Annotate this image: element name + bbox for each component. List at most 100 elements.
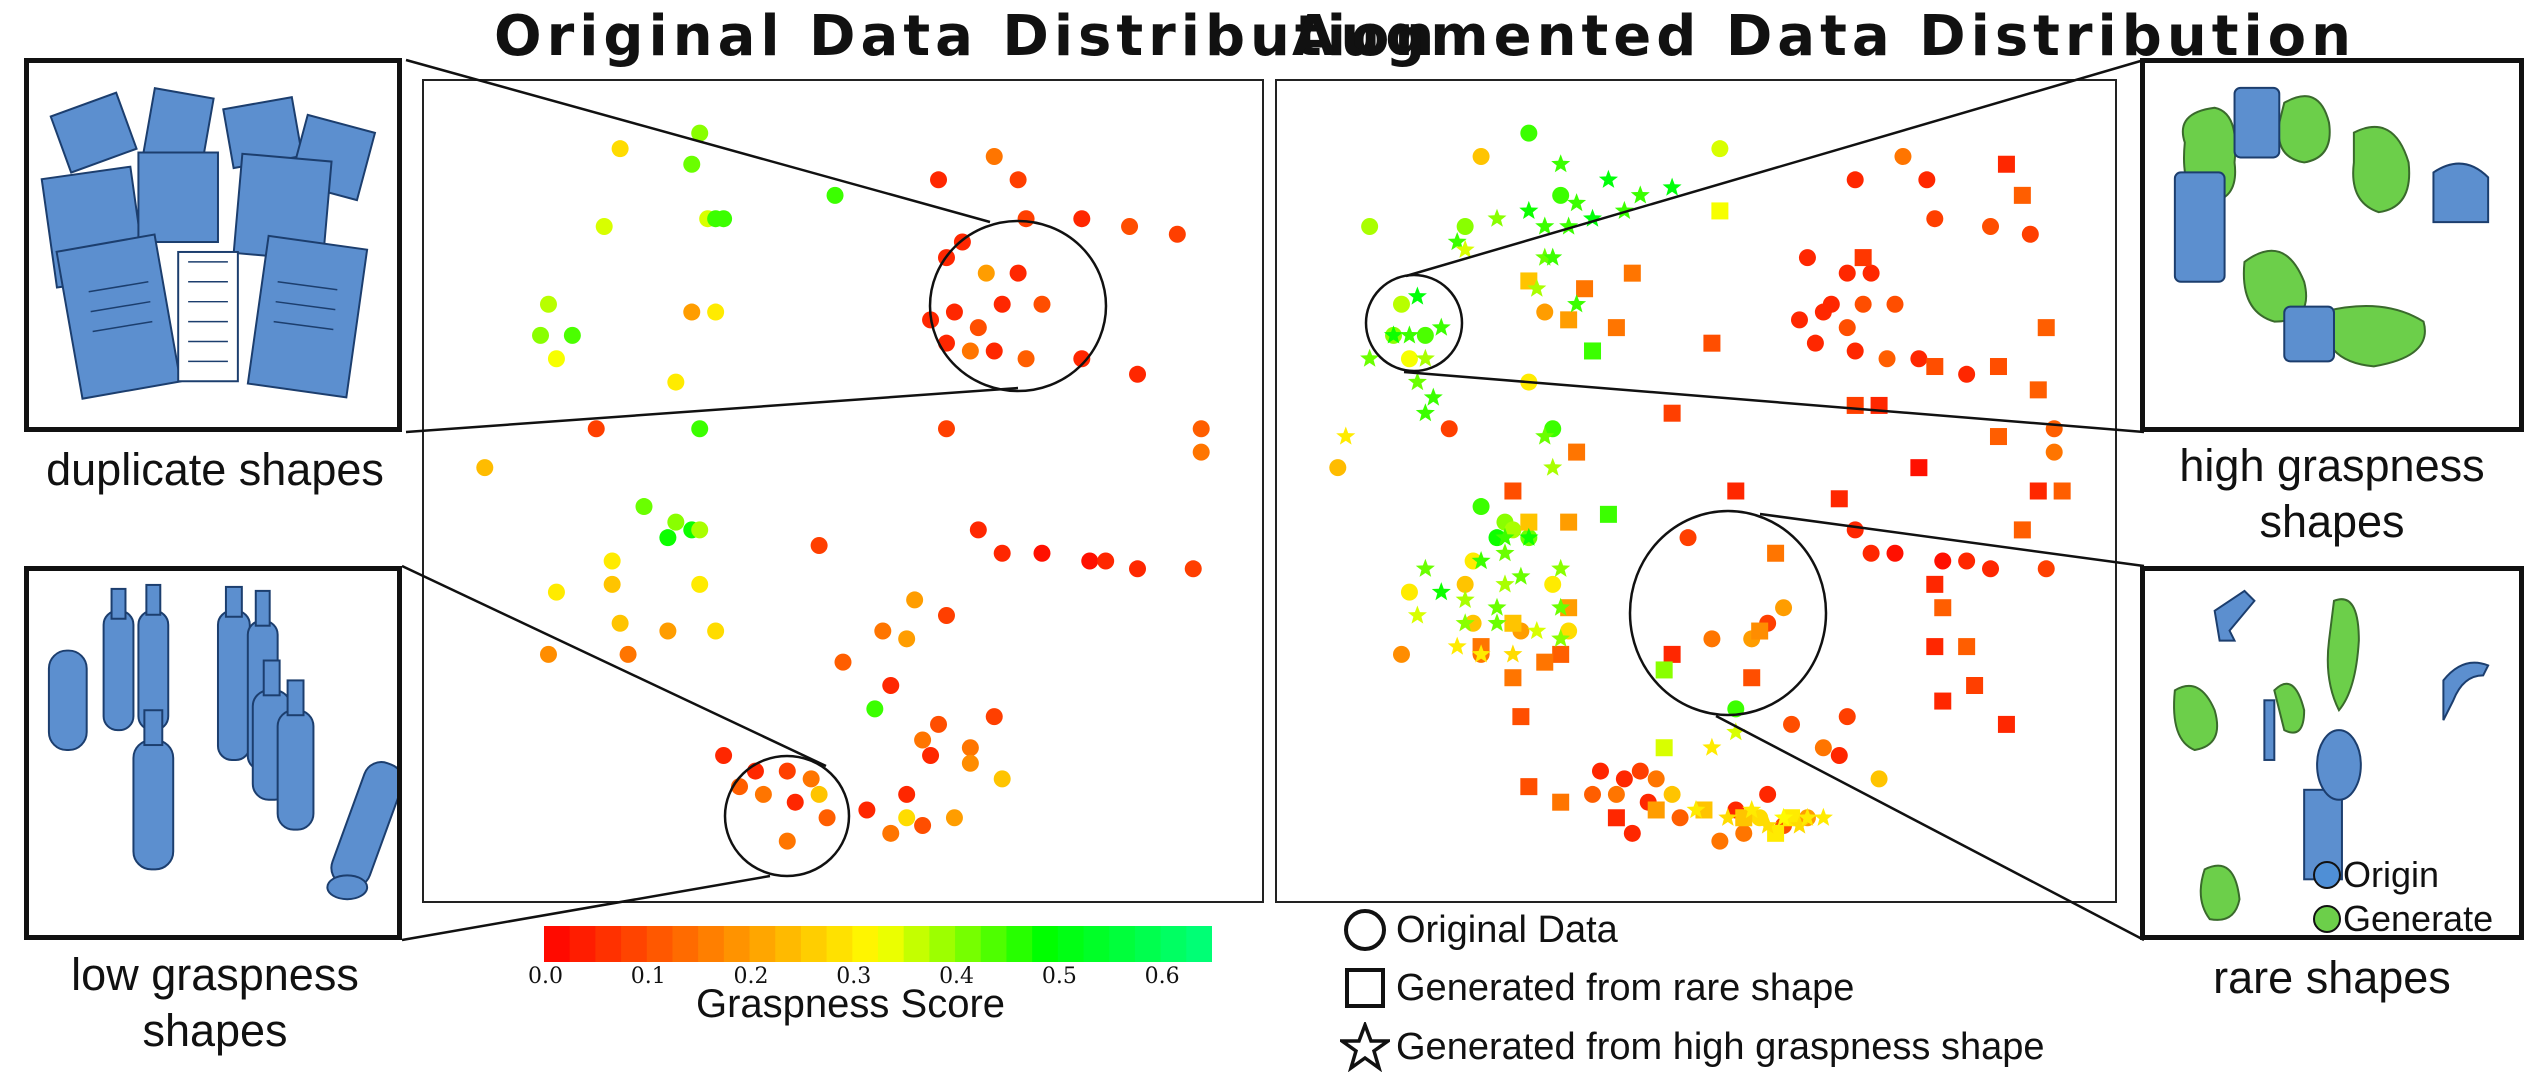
data-point-circle — [1009, 171, 1027, 189]
data-point-circle — [754, 785, 772, 803]
colorbar-gradient — [544, 926, 1213, 962]
data-point-square — [2053, 482, 2071, 500]
data-point-star — [1519, 200, 1539, 219]
data-point-star — [1551, 597, 1571, 616]
data-point-circle — [930, 171, 948, 189]
data-point-circle — [1886, 544, 1904, 562]
data-point-circle — [1854, 295, 1872, 313]
data-point-circle — [1033, 295, 1051, 313]
data-point-square — [1663, 404, 1681, 422]
data-point-circle — [1472, 498, 1490, 516]
colorbar-tick-label: 0.6 — [1144, 964, 1180, 989]
data-point-square — [1767, 544, 1785, 562]
data-point-square — [1846, 396, 1864, 414]
data-point-circle — [1520, 124, 1538, 142]
data-point-circle — [659, 622, 677, 640]
data-point-square — [1504, 614, 1522, 632]
data-point-star — [1543, 457, 1563, 476]
data-point-square — [1599, 505, 1617, 523]
data-point-circle — [1910, 350, 1928, 368]
data-point-circle — [1192, 443, 1210, 461]
colorbar-step — [569, 926, 596, 962]
data-point-circle — [683, 155, 701, 173]
data-point-star — [1495, 527, 1515, 546]
square-marker-icon — [1345, 968, 1385, 1008]
data-point-circle — [1982, 560, 2000, 578]
augmented-scatter-plot — [1275, 79, 2117, 903]
data-point-circle — [969, 319, 987, 337]
data-point-circle — [707, 303, 725, 321]
data-point-circle — [1017, 210, 1035, 228]
data-point-circle — [667, 373, 685, 391]
colorbar-step — [1032, 926, 1059, 962]
data-point-circle — [1009, 264, 1027, 282]
data-point-circle — [1894, 147, 1912, 165]
data-point-square — [1512, 708, 1530, 726]
data-point-star — [1495, 574, 1515, 593]
colorbar-step — [1160, 926, 1187, 962]
data-point-circle — [993, 770, 1011, 788]
data-point-circle — [1846, 171, 1864, 189]
data-point-star — [1431, 317, 1451, 336]
data-point-circle — [1544, 575, 1562, 593]
data-point-star — [1797, 807, 1817, 826]
data-point-circle — [619, 645, 637, 663]
data-point-circle — [707, 622, 725, 640]
data-point-circle — [1544, 420, 1562, 438]
data-point-circle — [1870, 770, 1888, 788]
data-point-circle — [1456, 217, 1474, 235]
colorbar-step — [852, 926, 879, 962]
data-point-star — [1527, 278, 1547, 297]
data-point-square — [1520, 778, 1538, 796]
data-point-star — [1415, 558, 1435, 577]
data-point-circle — [1631, 762, 1649, 780]
colorbar-step — [800, 926, 828, 962]
data-point-square — [1607, 319, 1625, 337]
data-point-square — [1958, 638, 1976, 656]
calculators-illustration — [40, 87, 377, 400]
colorbar-step — [698, 926, 725, 962]
data-point-star — [1726, 722, 1746, 741]
data-point-star — [1790, 815, 1809, 834]
data-point-circle — [802, 770, 820, 788]
data-point-square — [2013, 521, 2031, 539]
data-point-star — [1527, 621, 1547, 640]
data-point-star — [1535, 216, 1555, 235]
legend-high-graspness: Generated from high graspness shape — [1340, 1022, 2045, 1072]
data-point-circle — [1958, 365, 1976, 383]
data-point-circle — [1584, 785, 1602, 803]
data-point-circle — [1400, 583, 1418, 601]
colorbar-step — [1006, 926, 1033, 962]
high-graspness-caption-line1: high graspness — [2179, 440, 2485, 491]
duplicate-shapes-caption: duplicate shapes — [46, 444, 384, 495]
data-point-circle — [898, 809, 916, 827]
connector-line — [1403, 370, 2145, 434]
data-point-square — [1504, 482, 1522, 500]
data-point-circle — [1703, 630, 1721, 648]
data-point-circle — [1878, 350, 1896, 368]
data-point-star — [1487, 208, 1507, 227]
plot-frame — [1275, 79, 2117, 903]
data-point-square — [1536, 653, 1554, 671]
data-point-circle — [985, 147, 1003, 165]
data-point-star — [1758, 815, 1778, 834]
data-point-circle — [2045, 443, 2063, 461]
zoom-circle — [723, 754, 851, 878]
data-point-circle — [1129, 365, 1147, 383]
data-point-circle — [1168, 225, 1186, 243]
data-point-circle — [810, 785, 828, 803]
data-point-square — [1997, 715, 2015, 733]
data-point-star — [1614, 200, 1634, 219]
data-point-star — [1415, 348, 1435, 367]
star-marker-icon — [1340, 1022, 1390, 1072]
colorbar-step — [1083, 926, 1110, 962]
inset-legend: Origin Generate — [2313, 853, 2493, 935]
data-point-circle — [874, 622, 892, 640]
data-point-circle — [834, 653, 852, 671]
data-point-circle — [1440, 420, 1458, 438]
data-point-star — [1551, 628, 1571, 647]
data-point-circle — [937, 420, 955, 438]
data-point-circle — [1838, 319, 1856, 337]
data-point-circle — [476, 459, 494, 477]
data-point-circle — [1033, 544, 1051, 562]
